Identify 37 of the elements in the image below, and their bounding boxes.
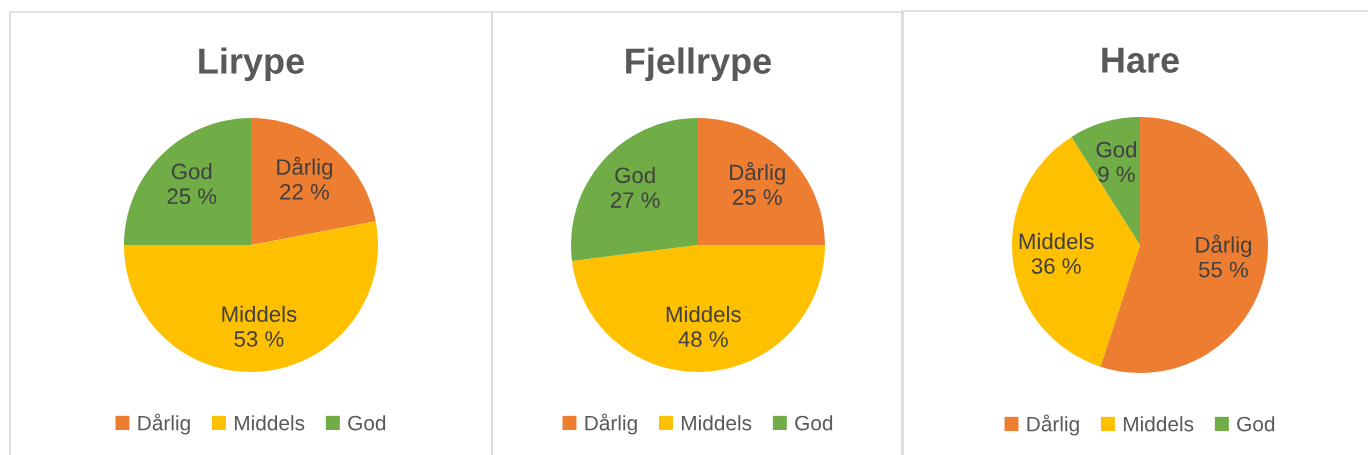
legend-label: Middels (1123, 416, 1194, 432)
data-label: 55 % (1199, 261, 1248, 278)
data-label: 27 % (610, 192, 660, 208)
pie-slice (251, 118, 376, 245)
data-label: 53 % (234, 331, 284, 347)
pie-slice (572, 245, 825, 372)
chart-title: Lirype (199, 47, 304, 82)
slice-label: Dårlig (1196, 234, 1252, 258)
slice-label: God (171, 163, 212, 180)
legend-label: God (348, 415, 386, 431)
data-label: 9 % (1098, 166, 1135, 183)
legend-label: Dårlig (1027, 414, 1079, 436)
slice-label: Dårlig (277, 156, 333, 180)
data-label: 25 % (167, 188, 217, 205)
pie-slice (1012, 136, 1140, 367)
slice-label: Middels (666, 305, 741, 323)
slice-label: God (1096, 141, 1136, 158)
legend-label: Dårlig (585, 413, 637, 435)
data-label: 25 % (733, 189, 782, 205)
legend-label: God (1237, 416, 1275, 432)
slice-label: Dårlig (730, 162, 785, 185)
chart-title: Fjellrype (626, 47, 772, 82)
legend-label: Middels (234, 415, 305, 431)
slice-label: Middels (1019, 232, 1094, 250)
data-label: 36 % (1031, 258, 1081, 274)
slice-label: God (615, 166, 655, 184)
pie-slice (124, 221, 378, 372)
pie-slice (698, 118, 825, 245)
legend-label: Middels (681, 415, 752, 431)
data-label: 48 % (678, 331, 728, 347)
legend-label: God (795, 415, 833, 431)
slice-label: Middels (222, 305, 297, 323)
chart-title: Hare (1102, 47, 1179, 73)
pie-slice (571, 118, 698, 261)
pie-slice (124, 118, 251, 245)
legend-label: Dårlig (138, 413, 190, 435)
data-label: 22 % (280, 183, 329, 200)
